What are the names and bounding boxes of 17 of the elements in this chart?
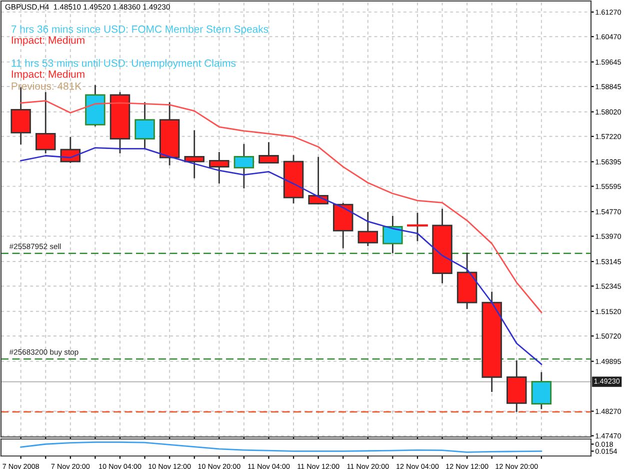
candlestick [358,212,378,246]
candlestick [382,216,403,254]
annotation: Impact: Medium [12,36,84,46]
candlestick [258,142,279,164]
candlestick [531,372,552,410]
candlestick [36,92,56,154]
candlestick [184,130,204,178]
candlestick [234,144,254,188]
candlestick [407,212,428,242]
annotation: Previous: 481K [12,82,82,90]
annotation: 11 hrs 53 mins until USD: Unemployment Claims [12,59,236,69]
annotation: 7 hrs 36 mins since USD: FOMC Member Stern Speaks [11,25,268,35]
line-series [20,442,542,453]
candlestick [134,102,155,150]
candlestick [209,152,230,184]
annotation: Impact: Medium [12,70,84,80]
candlestick [308,156,328,204]
